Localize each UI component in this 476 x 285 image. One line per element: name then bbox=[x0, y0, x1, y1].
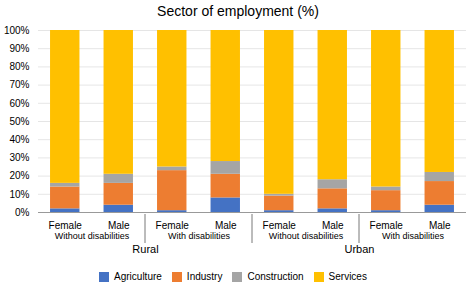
svg-text:Female: Female bbox=[49, 220, 83, 231]
svg-text:0%: 0% bbox=[15, 207, 30, 218]
svg-text:Male: Male bbox=[322, 220, 344, 231]
svg-text:Female: Female bbox=[370, 220, 404, 231]
html-text:Construction: Construction bbox=[247, 271, 304, 282]
svg-text:90%: 90% bbox=[9, 43, 29, 54]
svg-text:Male: Male bbox=[429, 220, 451, 231]
svg-text:50%: 50% bbox=[9, 116, 29, 127]
svg-text:Female: Female bbox=[263, 220, 297, 231]
html-text:Sector of employment (%): Sector of employment (%) bbox=[157, 3, 319, 19]
svg-text:Rural: Rural bbox=[132, 243, 158, 255]
svg-text:Without disabilities: Without disabilities bbox=[55, 231, 130, 241]
svg-text:20%: 20% bbox=[9, 170, 29, 181]
svg-text:Without disabilities: Without disabilities bbox=[269, 231, 344, 241]
svg-text:80%: 80% bbox=[9, 61, 29, 72]
svg-text:30%: 30% bbox=[9, 152, 29, 163]
svg-text:With disabilities: With disabilities bbox=[382, 231, 445, 241]
svg-text:70%: 70% bbox=[9, 79, 29, 90]
svg-text:40%: 40% bbox=[9, 134, 29, 145]
html-text:Agriculture: Agriculture bbox=[114, 271, 162, 282]
svg-text:Urban: Urban bbox=[345, 243, 375, 255]
svg-text:Male: Male bbox=[215, 220, 237, 231]
html-text:Industry: Industry bbox=[186, 271, 223, 282]
svg-text:Male: Male bbox=[108, 220, 130, 231]
svg-text:Female: Female bbox=[156, 220, 190, 231]
svg-text:100%: 100% bbox=[4, 25, 30, 36]
html-text:Services: Services bbox=[328, 271, 367, 282]
svg-text:With disabilities: With disabilities bbox=[168, 231, 231, 241]
svg-text:60%: 60% bbox=[9, 98, 29, 109]
svg-text:10%: 10% bbox=[9, 189, 29, 200]
